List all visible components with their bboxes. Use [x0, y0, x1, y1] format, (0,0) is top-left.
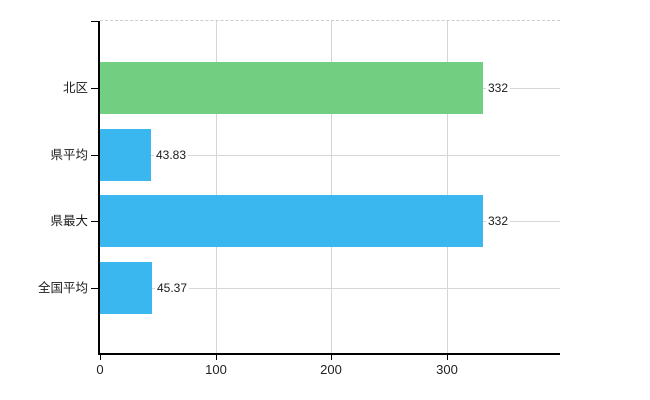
x-tick-label: 0: [96, 362, 104, 377]
vertical-gridline: [331, 21, 332, 353]
x-tick-mark: [216, 355, 217, 360]
bar: [100, 129, 151, 181]
bar-value-label: 43.83: [154, 147, 189, 163]
y-axis-top-tick: [91, 21, 98, 22]
category-label: 全国平均: [37, 281, 88, 295]
bar: [100, 195, 483, 247]
y-tick-mark: [91, 88, 98, 89]
category-label: 県最大: [50, 214, 88, 228]
x-tick-mark: [100, 355, 101, 360]
x-tick-label: 200: [320, 362, 342, 377]
y-tick-mark: [91, 221, 98, 222]
category-label: 北区: [62, 81, 88, 95]
y-axis-line: [98, 21, 100, 355]
vertical-gridline: [447, 21, 448, 353]
bar: [100, 62, 483, 114]
x-tick-mark: [447, 355, 448, 360]
vertical-gridline: [216, 21, 217, 353]
category-label: 県平均: [50, 148, 88, 162]
bar-value-label: 45.37: [155, 280, 190, 296]
horizontal-gridline: [100, 288, 560, 289]
plot-top-border: [100, 20, 560, 21]
x-axis-line: [98, 353, 560, 355]
x-tick-label: 300: [436, 362, 458, 377]
y-tick-mark: [91, 288, 98, 289]
horizontal-gridline: [100, 155, 560, 156]
bar-value-label: 332: [486, 80, 511, 96]
x-tick-mark: [331, 355, 332, 360]
y-tick-mark: [91, 155, 98, 156]
bar-value-label: 332: [486, 213, 511, 229]
x-tick-label: 100: [205, 362, 227, 377]
bar: [100, 262, 152, 314]
